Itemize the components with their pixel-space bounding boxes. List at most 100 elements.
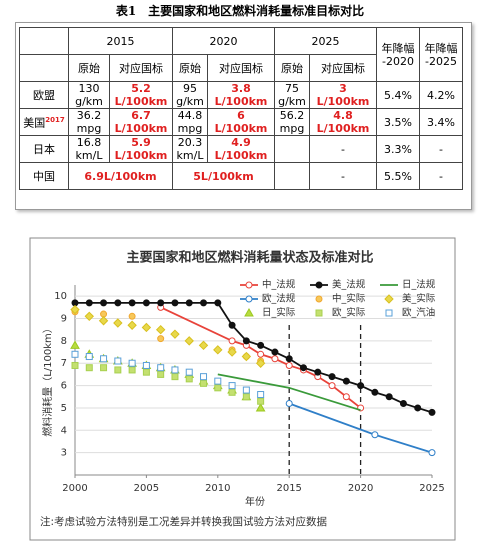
marker [200,379,208,387]
marker [200,373,208,381]
marker [185,375,193,383]
cell: 5L/100km [172,162,275,190]
x-axis-label: 年份 [245,495,265,508]
cell: 3.3% [376,135,420,163]
marker [71,361,79,369]
marker [155,324,166,335]
marker [399,399,407,407]
legend-label: 中_实际 [332,293,366,305]
marker [357,382,365,390]
marker [285,361,293,369]
region: 中国 [19,162,69,190]
cell: 5.4% [376,81,420,109]
cell: - [419,162,463,190]
y-tick-label: 6 [61,381,67,392]
cell: 75 g/km [274,81,310,109]
cell: 95 g/km [172,81,208,109]
cell: 5.5% [376,162,420,190]
chart-box [29,237,456,541]
cell: 3.5% [376,108,420,136]
marker [255,402,266,412]
cell: - [419,135,463,163]
cell: 5.2 L/100km [109,81,173,109]
marker [184,336,194,346]
marker [171,373,179,381]
cell: 6.9L/100km [68,162,173,190]
cell: 4.9 L/100km [207,135,275,163]
legend-label: 美_法规 [332,279,366,291]
cell: 4.8 L/100km [309,108,377,136]
marker [385,393,393,401]
marker [170,329,180,339]
marker [200,299,208,307]
marker [185,368,193,376]
marker [342,393,350,401]
marker [255,358,266,368]
marker [328,382,336,390]
cell: - [309,162,377,190]
cell: 3 L/100km [309,81,377,109]
region: 美国 [23,116,46,130]
cell: 3.8 L/100km [207,81,275,109]
chart-title: 主要国家和地区燃料消耗量状态及标准对比 [126,250,373,266]
subheader: 原始 [274,54,310,82]
marker [271,348,279,356]
cell: - [309,135,377,163]
marker [371,431,379,439]
marker [128,299,136,307]
marker [245,281,253,289]
marker [315,281,323,289]
marker [141,322,152,333]
marker [157,335,165,343]
superscript: 2017 [45,116,65,125]
marker [142,368,150,376]
subheader: 原始 [172,54,208,82]
marker [227,347,237,357]
year: 2020 [172,27,275,55]
y-tick-label: 10 [54,291,67,302]
marker [213,345,223,355]
y-tick-label: 8 [61,336,67,347]
legend-label: 欧_实际 [332,307,366,319]
legend-label: 中_法规 [262,279,296,291]
region-cell: 美国2017 [19,108,69,136]
cell: 56.2 mpg [274,108,310,136]
note: 注:考虑试验方法特别是工况差异并转换我国试验方法对应数据 [40,515,328,528]
marker [242,393,250,401]
x-tick-label: 2000 [62,483,87,494]
subheader: 对应国标 [309,54,377,82]
year: 2015 [68,27,173,55]
x-tick-label: 2020 [348,483,373,494]
marker [241,351,252,362]
marker [127,320,137,330]
marker [100,364,108,372]
marker [171,299,179,307]
series-line [217,373,361,412]
marker [98,316,109,326]
marker [114,299,122,307]
marker [214,299,222,307]
marker [228,382,236,390]
y-tick-label: 7 [61,358,67,369]
marker [328,373,336,381]
marker [70,304,80,315]
marker [198,340,209,351]
marker [271,355,279,363]
marker [384,294,394,304]
marker [157,364,165,372]
cell: 6.7 L/100km [109,108,173,136]
marker [428,408,436,416]
marker [114,366,122,374]
legend-label: 欧_法规 [262,293,296,305]
marker [113,318,123,328]
marker [242,337,250,345]
subheader: 对应国标 [207,54,275,82]
cell: 130 g/km [68,81,110,109]
marker [257,391,265,399]
cell: 5.9 L/100km [109,135,173,163]
y-tick-label: 5 [61,403,67,414]
cell: 44.8 mpg [172,108,208,136]
x-tick-label: 2025 [419,483,444,494]
table-box: 2015 2020 2025 年降幅 -2020 年降幅 -2025 原始 对应… [15,22,472,210]
